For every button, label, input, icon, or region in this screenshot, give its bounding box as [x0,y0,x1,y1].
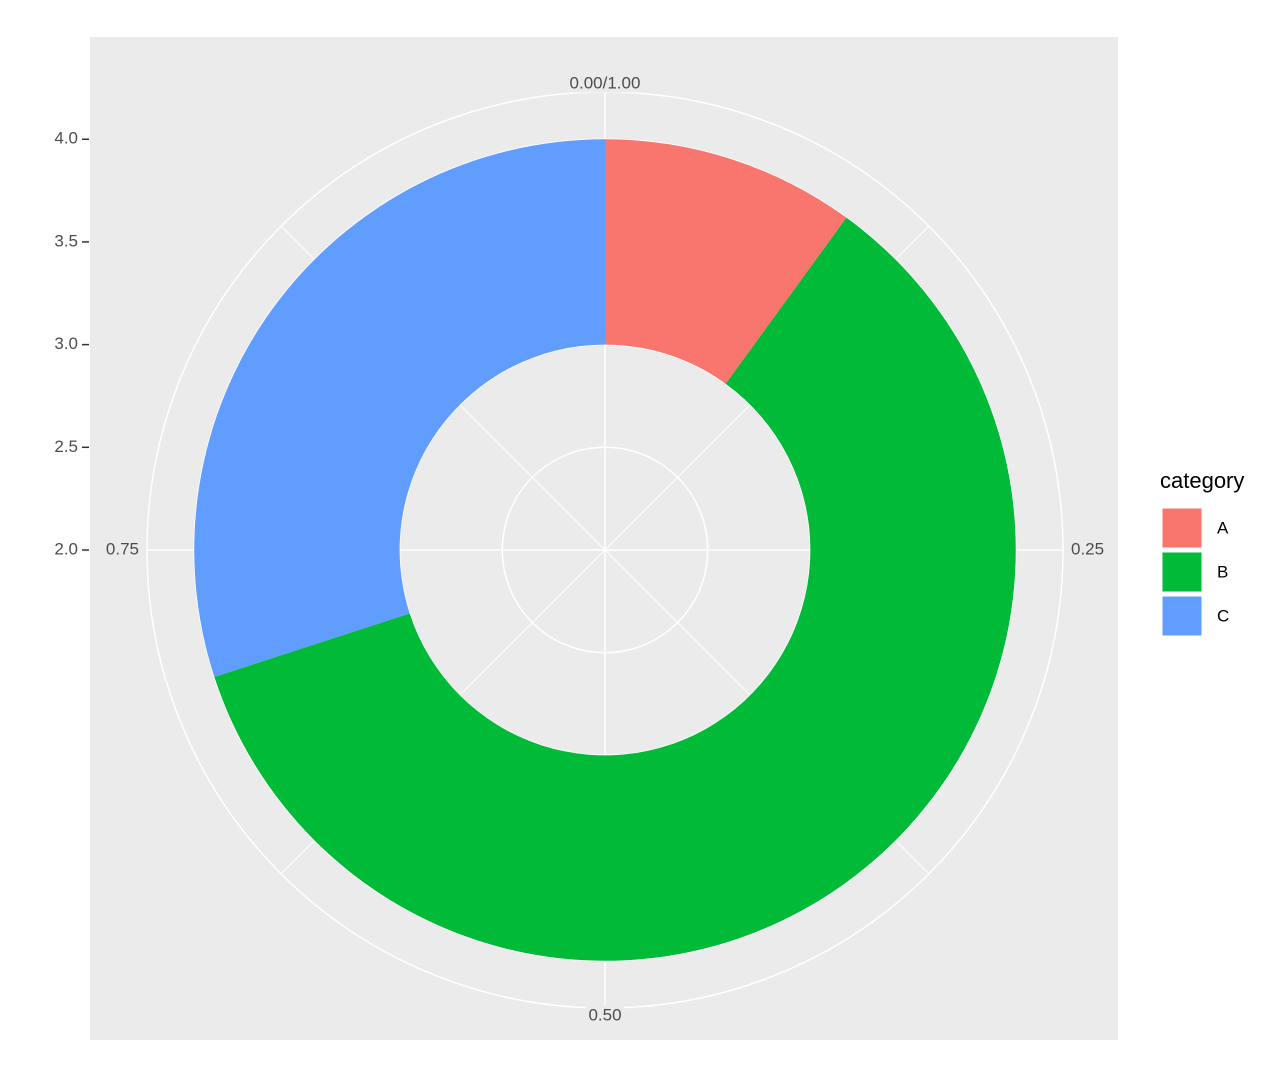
legend-label: C [1217,606,1229,625]
r-tick-label: 4.0 [54,129,78,148]
legend-label: B [1217,562,1228,581]
donut-segment [214,217,1016,961]
r-tick-label: 2.5 [54,437,78,456]
legend-key [1161,595,1203,637]
theta-tick-label: 0.75 [106,539,139,558]
theta-tick-label: 0.50 [588,1005,621,1024]
theta-tick-label: 0.25 [1071,539,1104,558]
theta-tick-label: 0.00/1.00 [570,73,641,92]
legend-title: category [1160,468,1244,493]
theta-label-bg [103,539,141,559]
legend-label: A [1217,518,1229,537]
legend-key [1161,507,1203,549]
legend-key [1161,551,1203,593]
donut-segment [194,139,605,677]
r-tick-label: 2.0 [54,539,78,558]
donut-segment [605,139,847,384]
theta-label-bg [567,73,643,93]
r-tick-label: 3.5 [54,231,78,250]
theta-label-bg [1069,539,1107,559]
r-tick-label: 3.0 [54,334,78,353]
theta-label-bg [586,1005,624,1025]
